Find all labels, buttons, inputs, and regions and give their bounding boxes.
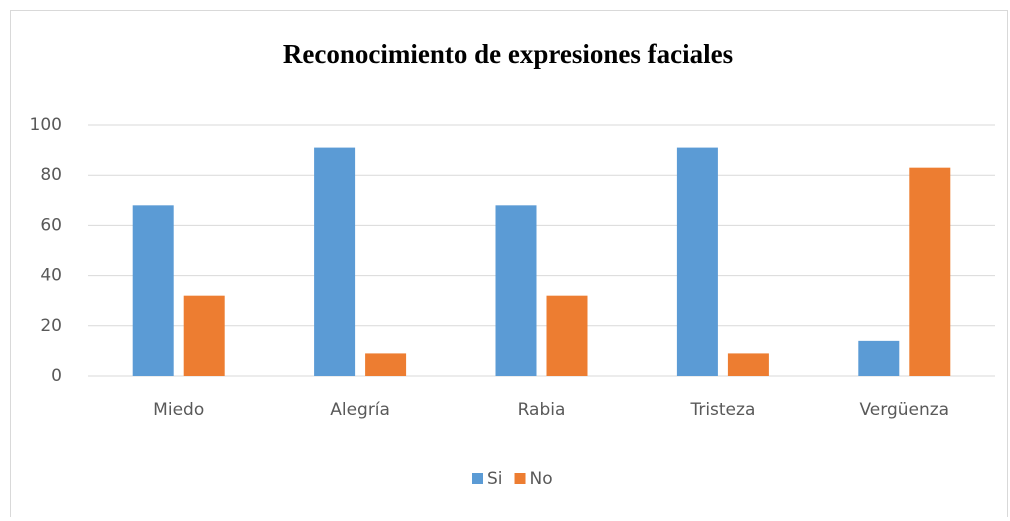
bar bbox=[132, 205, 174, 376]
y-tick-label: 0 bbox=[51, 366, 62, 386]
x-tick-label: Miedo bbox=[153, 400, 204, 420]
y-tick-label: 80 bbox=[40, 165, 62, 185]
x-tick-label: Alegría bbox=[330, 400, 390, 420]
legend-swatch bbox=[472, 473, 483, 484]
x-tick-label: Rabia bbox=[518, 400, 566, 420]
bar bbox=[365, 353, 407, 376]
bar bbox=[909, 167, 951, 376]
bar bbox=[858, 340, 900, 376]
bar bbox=[676, 147, 718, 376]
y-tick-label: 60 bbox=[40, 215, 62, 235]
bar bbox=[495, 205, 537, 376]
bar bbox=[546, 295, 588, 376]
x-tick-label: Vergüenza bbox=[859, 400, 949, 420]
x-tick-label: Tristeza bbox=[689, 400, 755, 420]
chart-title: Reconocimiento de expresiones faciales bbox=[283, 39, 733, 69]
bar bbox=[314, 147, 356, 376]
bar bbox=[727, 353, 769, 376]
legend-swatch bbox=[514, 473, 526, 484]
y-tick-label: 20 bbox=[40, 316, 62, 336]
legend-label: Si bbox=[487, 469, 503, 489]
legend-label: No bbox=[530, 469, 553, 489]
y-tick-label: 100 bbox=[30, 115, 62, 135]
bar bbox=[183, 295, 225, 376]
y-tick-label: 40 bbox=[40, 266, 62, 286]
